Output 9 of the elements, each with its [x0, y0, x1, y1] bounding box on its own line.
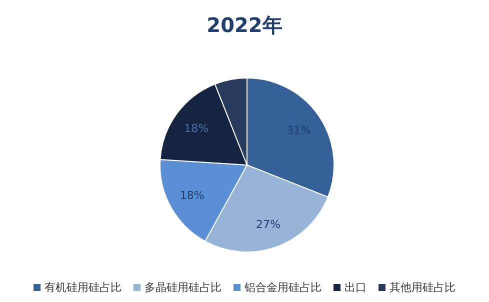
data-label: 18% — [180, 189, 204, 202]
legend-label: 出口 — [344, 281, 366, 294]
legend-label: 其他用硅占比 — [390, 281, 456, 294]
data-label: 18% — [184, 122, 209, 136]
data-label: 27% — [256, 218, 280, 231]
chart-title: 2022年 — [206, 13, 282, 37]
legend-label: 多晶硅用硅占比 — [144, 281, 222, 294]
legend-label: 有机硅用硅占比 — [44, 281, 122, 294]
legend-label: 铝合金用硅占比 — [244, 281, 322, 294]
